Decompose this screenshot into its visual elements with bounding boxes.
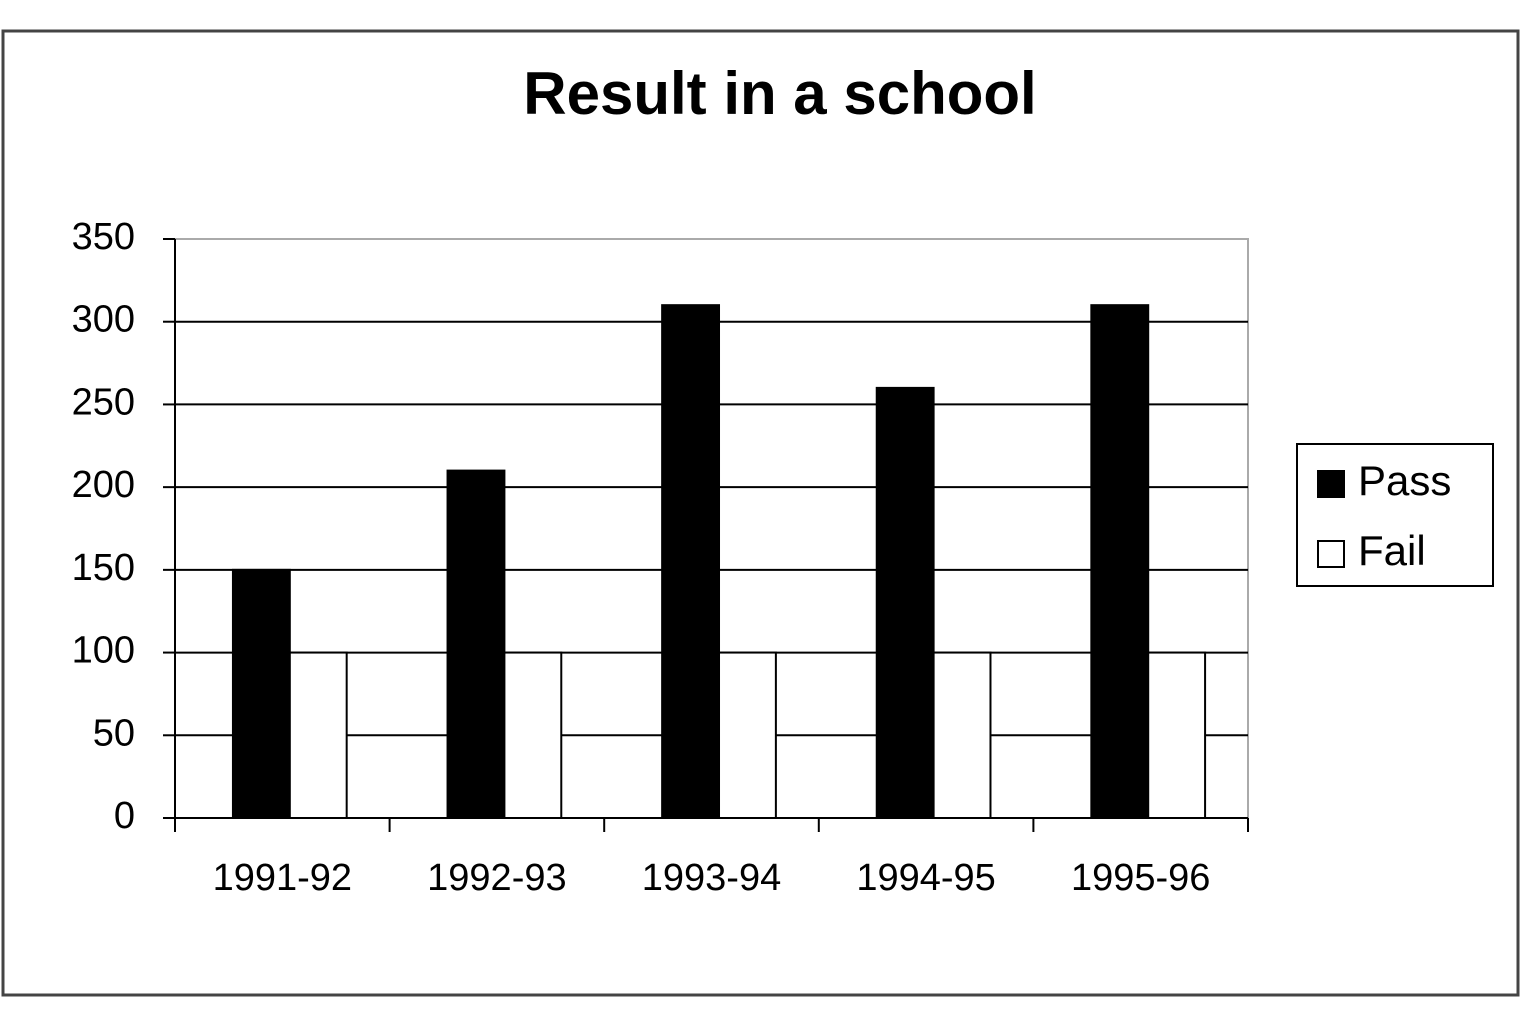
y-tick-label: 300: [72, 299, 135, 341]
legend-label: Fail: [1358, 527, 1426, 574]
x-tick-label: 1992-93: [427, 857, 566, 899]
bar: [503, 651, 563, 819]
legend-label: Pass: [1358, 457, 1451, 504]
bar: [288, 651, 348, 819]
x-tick-label: 1995-96: [1071, 857, 1210, 899]
x-tick-label: 1993-94: [642, 857, 781, 899]
bar: [446, 469, 506, 819]
bar: [231, 568, 291, 819]
bar: [718, 651, 777, 819]
bar: [875, 386, 935, 819]
chart-title: Result in a school: [523, 60, 1036, 127]
bar: [1147, 651, 1207, 819]
bar: [661, 304, 721, 819]
y-tick-label: 100: [72, 630, 135, 672]
legend-swatch: [1317, 540, 1345, 568]
y-tick-label: 200: [72, 464, 135, 506]
y-tick-label: 150: [72, 547, 135, 589]
y-tick-label: 0: [114, 795, 135, 837]
x-tick-label: 1991-92: [213, 857, 352, 899]
y-tick-label: 50: [93, 712, 135, 754]
y-tick-label: 250: [72, 381, 135, 423]
bar: [932, 651, 992, 819]
legend-swatch: [1317, 470, 1345, 498]
bar: [1090, 304, 1150, 819]
x-tick-label: 1994-95: [856, 857, 995, 899]
y-tick-label: 350: [72, 216, 135, 258]
